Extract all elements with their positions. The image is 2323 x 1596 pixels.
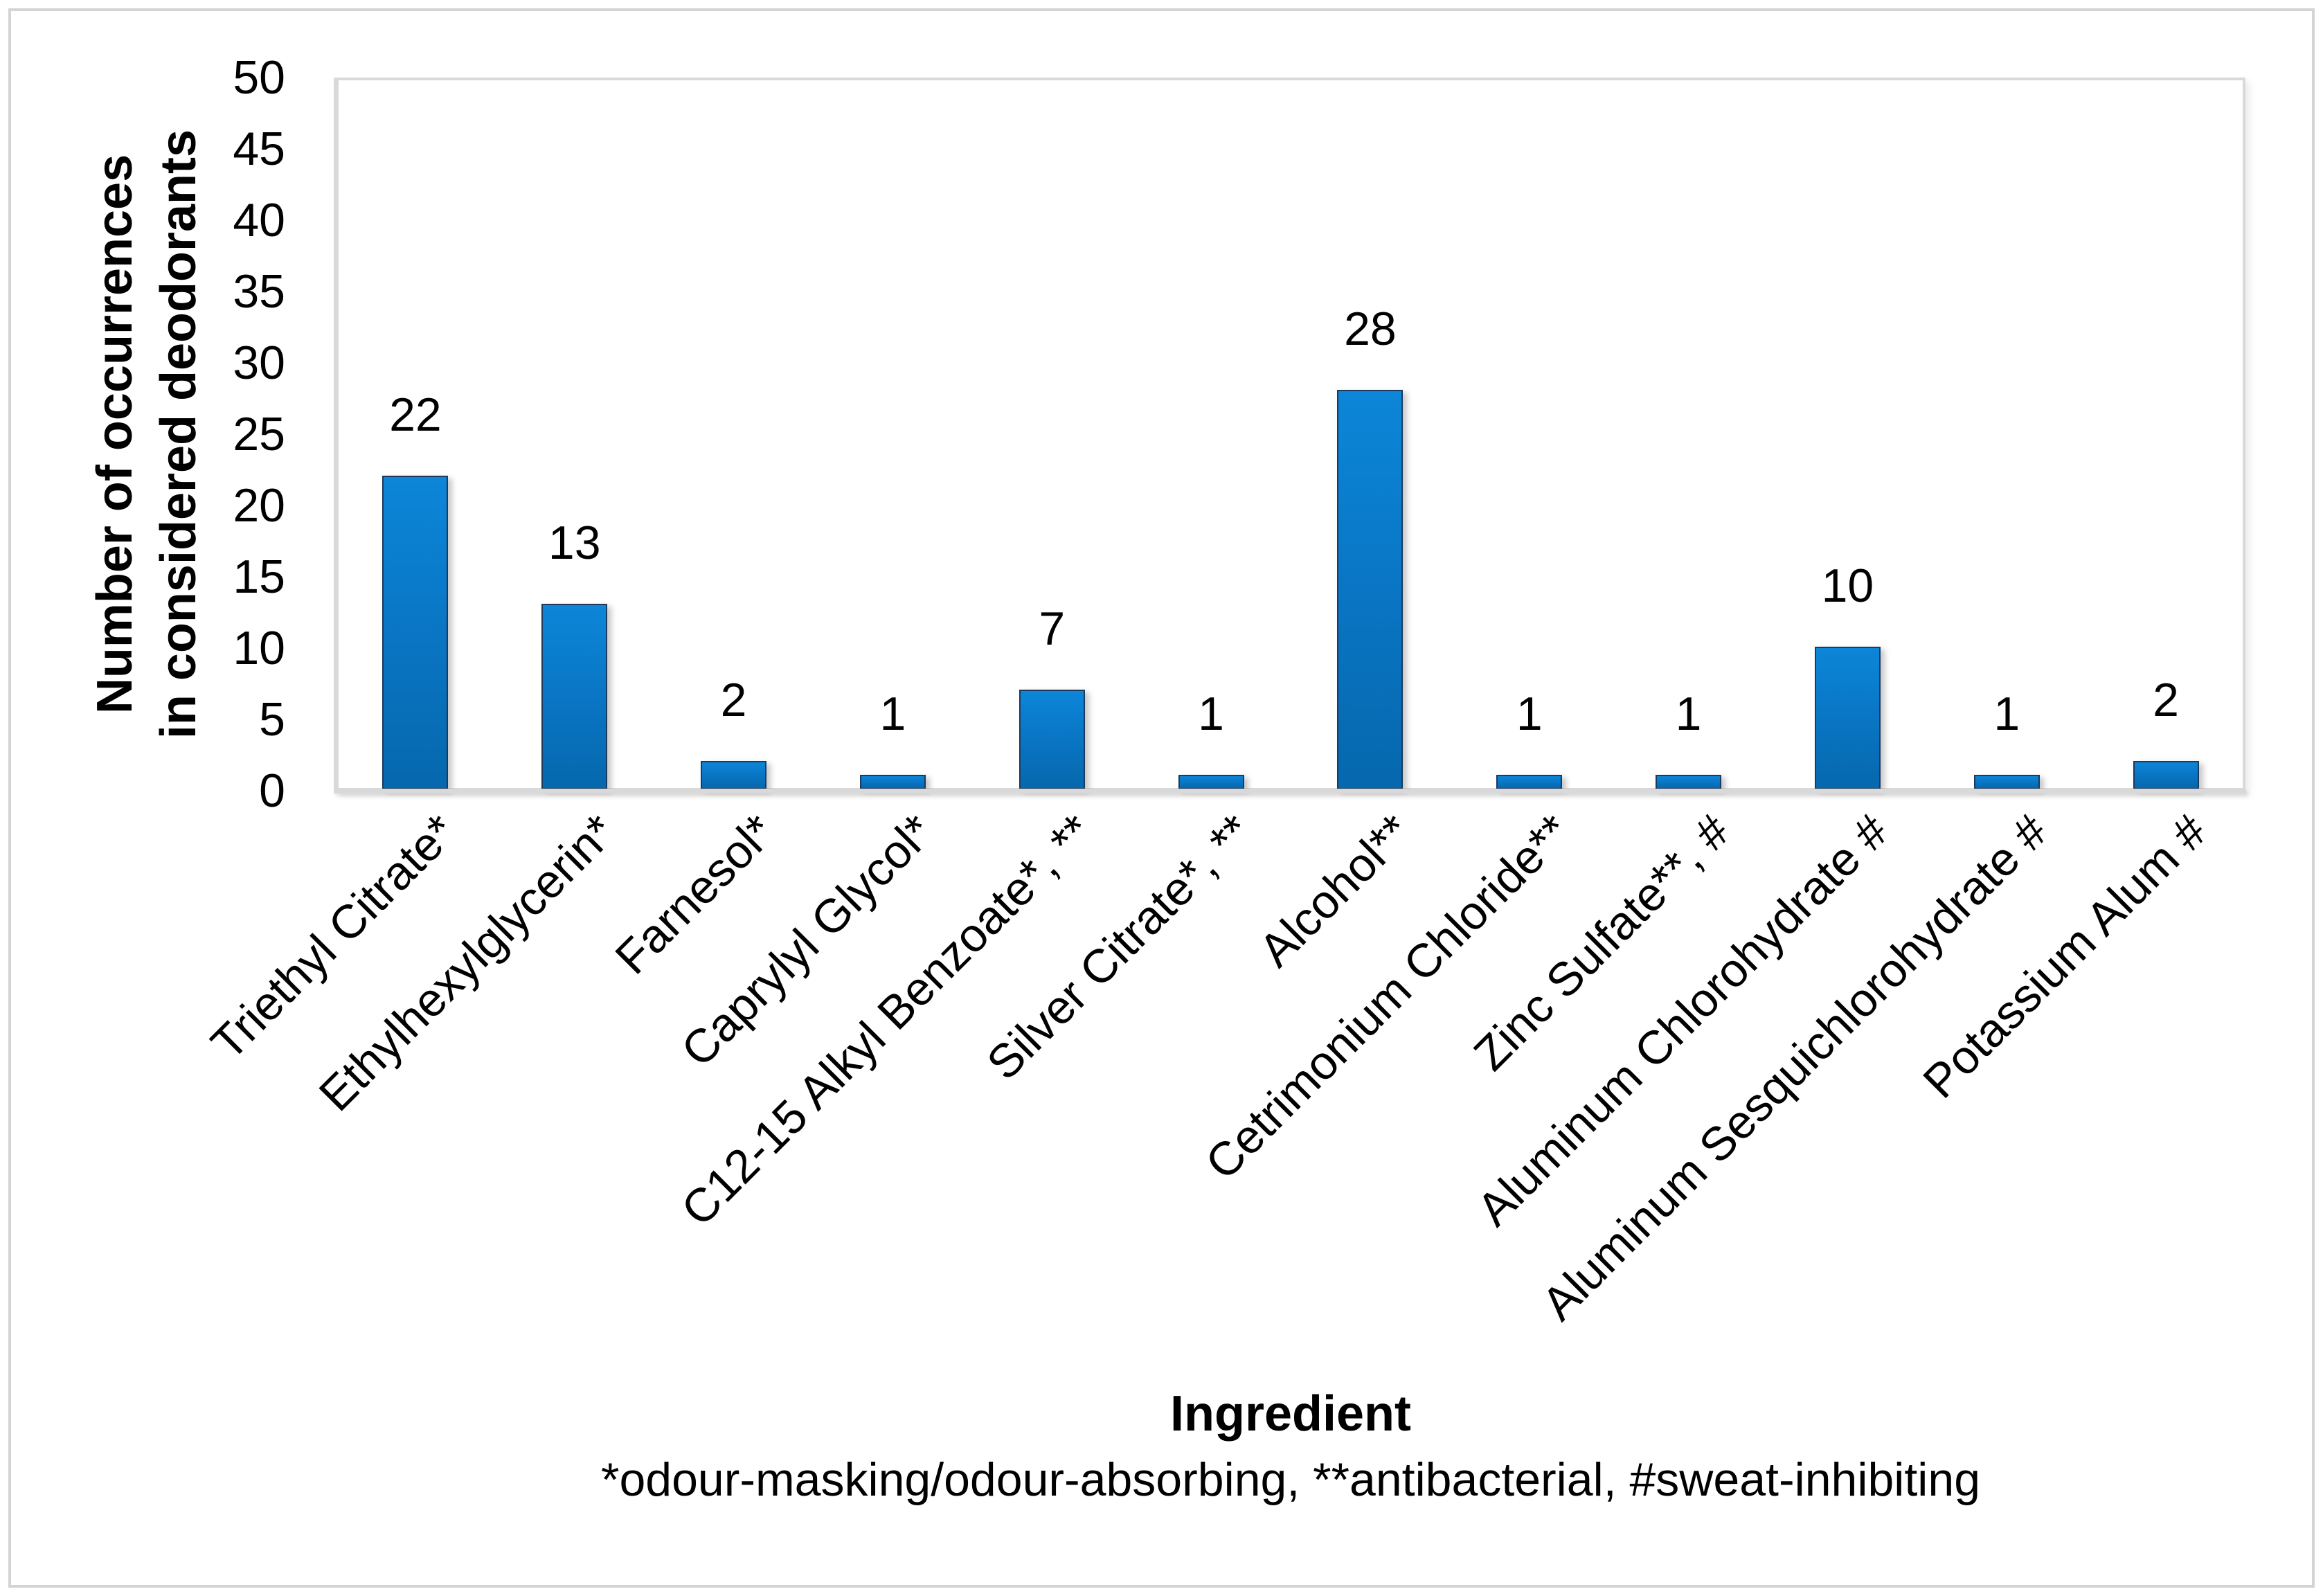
figure-border [8, 8, 2315, 1588]
y-tick-label: 10 [233, 622, 285, 674]
y-tick-label: 0 [259, 764, 285, 817]
bar [1656, 775, 1722, 789]
bar-value-label: 10 [1821, 559, 1874, 612]
bar [1814, 647, 1881, 789]
y-tick-label: 40 [233, 194, 285, 246]
bar-value-label: 1 [1675, 688, 1702, 741]
y-tick-label: 5 [259, 693, 285, 746]
bar [541, 604, 608, 789]
bar-value-label: 22 [389, 388, 442, 441]
bar [1337, 390, 1403, 789]
bar [1019, 689, 1085, 789]
bar [2133, 760, 2199, 789]
bar-value-label: 7 [1039, 602, 1066, 655]
bar-value-label: 1 [1198, 688, 1224, 741]
y-tick-label: 25 [233, 408, 285, 460]
bar [1973, 775, 2040, 789]
bar [1178, 775, 1244, 789]
bar-value-label: 1 [1993, 688, 2020, 741]
bar [859, 775, 926, 789]
bar [382, 475, 449, 789]
bar-value-label: 28 [1344, 303, 1397, 356]
bar-value-label: 13 [548, 517, 601, 570]
x-axis-line [334, 789, 2246, 793]
y-tick-label: 30 [233, 337, 285, 389]
bar [701, 760, 767, 789]
bar-value-label: 1 [879, 688, 906, 741]
y-axis-line [334, 78, 338, 793]
footnote-legend: *odour-masking/odour-absorbing, **antiba… [600, 1453, 1981, 1506]
bar-value-label: 2 [2153, 673, 2179, 726]
x-axis-title: Ingredient [1169, 1386, 1411, 1442]
y-tick-label: 20 [233, 479, 285, 532]
y-tick-label: 50 [233, 51, 285, 104]
bar-value-label: 1 [1516, 688, 1543, 741]
y-tick-label: 35 [233, 265, 285, 318]
bar-value-label: 2 [720, 673, 747, 726]
plot-area [336, 78, 2245, 791]
bar [1496, 775, 1563, 789]
y-tick-label: 45 [233, 123, 285, 175]
y-tick-label: 15 [233, 550, 285, 603]
